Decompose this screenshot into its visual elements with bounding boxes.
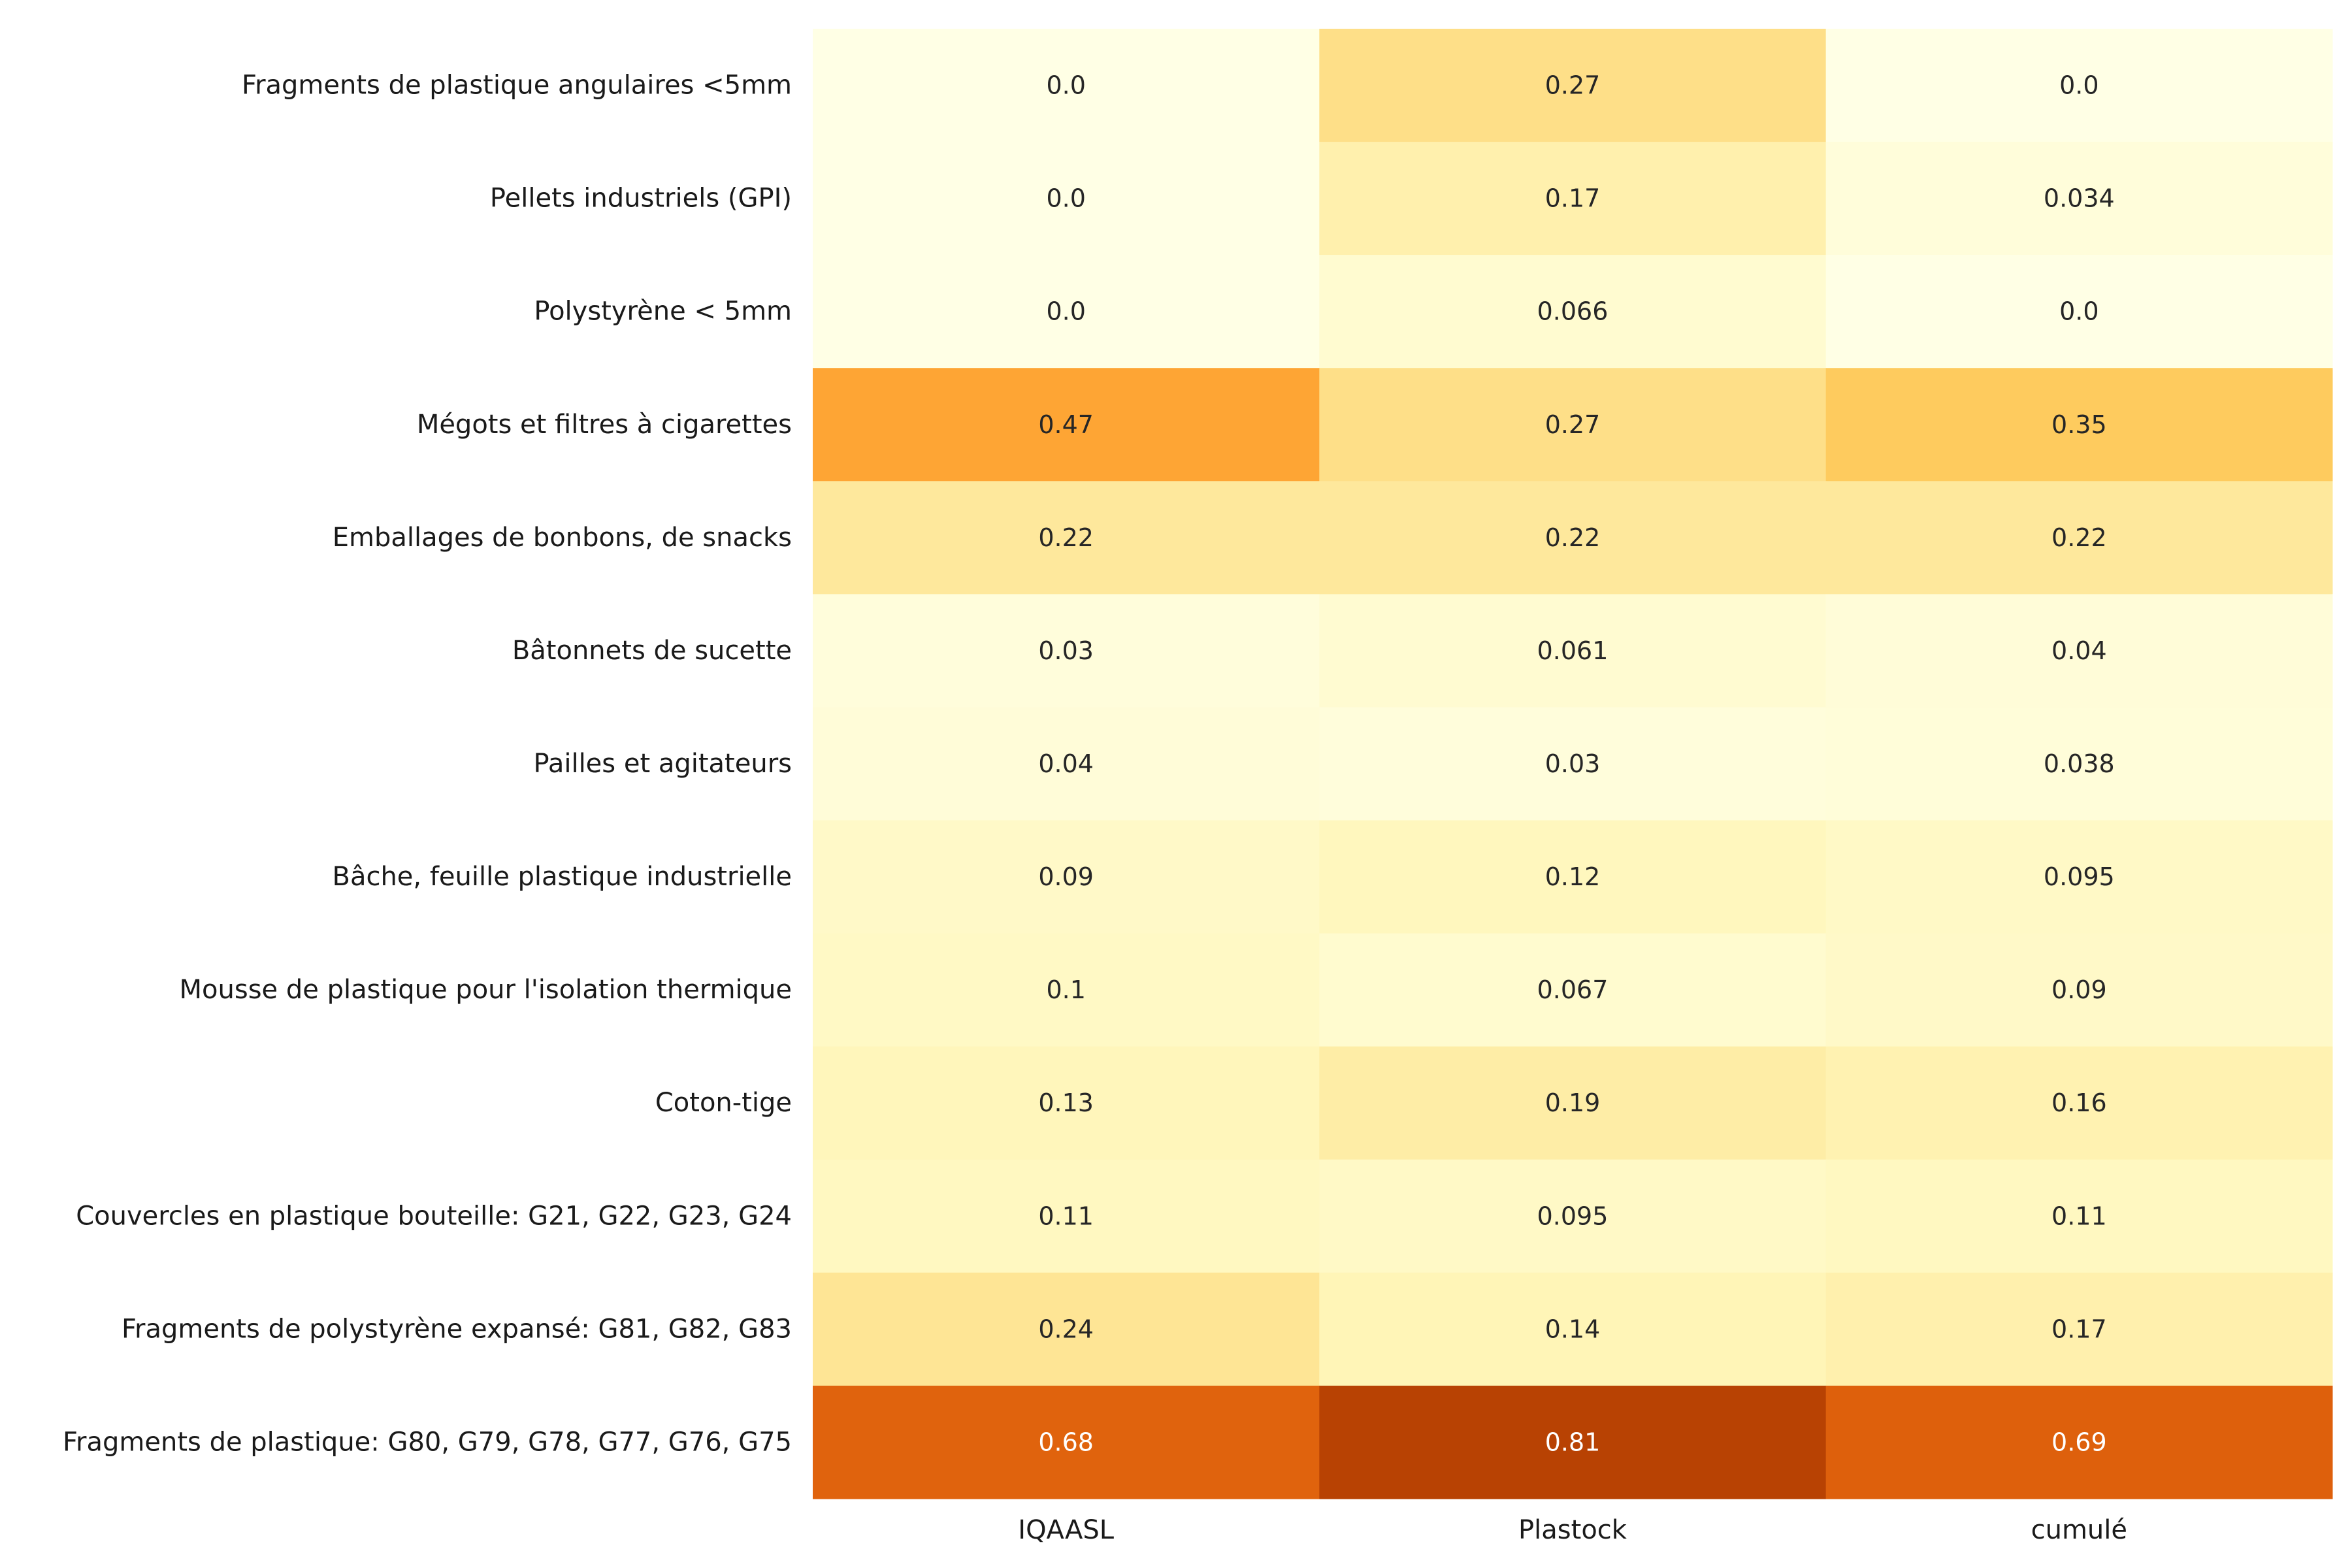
cell-value-label: 0.0 bbox=[2059, 71, 2099, 100]
cell-value-label: 0.22 bbox=[2051, 523, 2107, 552]
heatmap-cell bbox=[813, 594, 1320, 708]
row-tick-label: Fragments de polystyrène expansé: G81, G… bbox=[122, 1314, 792, 1344]
row-tick-label: Fragments de plastique: G80, G79, G78, G… bbox=[63, 1427, 792, 1457]
cell-value-label: 0.11 bbox=[1038, 1201, 1094, 1230]
row-tick-label: Polystyrène < 5mm bbox=[534, 297, 792, 327]
column-tick-label: cumulé bbox=[2031, 1515, 2127, 1545]
column-tick-label: IQAASL bbox=[1018, 1515, 1115, 1545]
cell-value-label: 0.22 bbox=[1545, 523, 1601, 552]
heatmap-cell bbox=[1319, 1046, 1827, 1160]
cell-value-label: 0.17 bbox=[1545, 184, 1601, 213]
cell-value-label: 0.13 bbox=[1038, 1088, 1094, 1117]
row-tick-label: Bâtonnets de sucette bbox=[512, 636, 792, 666]
heatmap-cell bbox=[1319, 481, 1827, 595]
heatmap-cell bbox=[813, 255, 1320, 368]
cell-value-label: 0.27 bbox=[1545, 71, 1601, 100]
heatmap-cell bbox=[1319, 1159, 1827, 1273]
heatmap-cell bbox=[1825, 29, 2333, 142]
cell-value-label: 0.47 bbox=[1038, 410, 1094, 439]
heatmap-cell bbox=[1319, 933, 1827, 1047]
heatmap-cells bbox=[813, 29, 2333, 1499]
cell-value-label: 0.24 bbox=[1038, 1315, 1094, 1343]
row-tick-label: Coton-tige bbox=[655, 1088, 792, 1118]
cell-value-label: 0.09 bbox=[2051, 975, 2107, 1004]
row-tick-label: Pailles et agitateurs bbox=[534, 749, 792, 779]
heatmap-cell bbox=[1825, 1272, 2333, 1386]
cell-value-label: 0.81 bbox=[1545, 1428, 1601, 1456]
cell-value-label: 0.27 bbox=[1545, 410, 1601, 439]
row-tick-label: Fragments de plastique angulaires <5mm bbox=[242, 71, 792, 101]
heatmap-cell bbox=[813, 933, 1320, 1047]
heatmap-cell bbox=[813, 1046, 1320, 1160]
heatmap-cell bbox=[813, 481, 1320, 595]
cell-value-label: 0.35 bbox=[2051, 410, 2107, 439]
heatmap-cell bbox=[1825, 820, 2333, 934]
cell-value-label: 0.0 bbox=[2059, 297, 2099, 326]
column-tick-label: Plastock bbox=[1518, 1515, 1627, 1545]
cell-value-label: 0.19 bbox=[1545, 1088, 1601, 1117]
cell-value-label: 0.067 bbox=[1537, 975, 1609, 1004]
heatmap-cell bbox=[1825, 1159, 2333, 1273]
heatmap-cell bbox=[1319, 1385, 1827, 1499]
cell-value-label: 0.04 bbox=[2051, 636, 2107, 665]
cell-value-label: 0.0 bbox=[1046, 71, 1085, 100]
heatmap-cell bbox=[1319, 368, 1827, 482]
cell-value-label: 0.095 bbox=[2044, 862, 2115, 891]
cell-value-label: 0.12 bbox=[1545, 862, 1601, 891]
heatmap-cell bbox=[813, 820, 1320, 934]
cell-value-label: 0.0 bbox=[1046, 297, 1085, 326]
heatmap-cell bbox=[1825, 142, 2333, 255]
column-labels: IQAASL Plastock cumulé bbox=[1018, 1515, 2127, 1545]
cell-value-label: 0.68 bbox=[1038, 1428, 1094, 1456]
heatmap-cell bbox=[1825, 933, 2333, 1047]
heatmap-cell bbox=[813, 142, 1320, 255]
heatmap-cell bbox=[1319, 1272, 1827, 1386]
cell-value-label: 0.066 bbox=[1537, 297, 1609, 326]
cell-value-label: 0.17 bbox=[2051, 1315, 2107, 1343]
heatmap-cell bbox=[813, 29, 1320, 142]
heatmap-cell bbox=[1319, 707, 1827, 821]
row-tick-label: Mégots et filtres à cigarettes bbox=[417, 410, 792, 440]
heatmap-cell bbox=[813, 368, 1320, 482]
heatmap-cell bbox=[1319, 594, 1827, 708]
heatmap-cell bbox=[1319, 820, 1827, 934]
cell-value-label: 0.03 bbox=[1545, 749, 1601, 778]
heatmap-cell bbox=[813, 1159, 1320, 1273]
row-tick-label: Pellets industriels (GPI) bbox=[490, 184, 792, 214]
cell-value-label: 0.04 bbox=[1038, 749, 1094, 778]
cell-value-label: 0.095 bbox=[1537, 1201, 1609, 1230]
heatmap-cell bbox=[1825, 707, 2333, 821]
cell-value-label: 0.034 bbox=[2044, 184, 2115, 213]
heatmap-cell bbox=[1319, 29, 1827, 142]
heatmap-cell bbox=[1319, 255, 1827, 368]
row-tick-label: Bâche, feuille plastique industrielle bbox=[333, 862, 792, 892]
cell-value-label: 0.09 bbox=[1038, 862, 1094, 891]
heatmap-cell bbox=[1825, 1385, 2333, 1499]
heatmap-cell-labels: 0.0 0.27 0.0 0.0 0.17 0.034 0.0 0.066 0.0 0.47 0.2… bbox=[1038, 71, 2114, 1457]
heatmap-cell bbox=[1825, 255, 2333, 368]
row-tick-label: Mousse de plastique pour l'isolation the… bbox=[180, 975, 792, 1005]
heatmap-cell bbox=[813, 1272, 1320, 1386]
heatmap-cell bbox=[813, 1385, 1320, 1499]
cell-value-label: 0.11 bbox=[2051, 1201, 2107, 1230]
heatmap-cell bbox=[1825, 481, 2333, 595]
cell-value-label: 0.22 bbox=[1038, 523, 1094, 552]
cell-value-label: 0.16 bbox=[2051, 1088, 2107, 1117]
cell-value-label: 0.14 bbox=[1545, 1315, 1601, 1343]
heatmap-cell bbox=[1825, 368, 2333, 482]
heatmap-cell bbox=[1319, 142, 1827, 255]
row-tick-label: Emballages de bonbons, de snacks bbox=[333, 523, 792, 553]
row-labels: Fragments de plastique angulaires <5mm Pe… bbox=[63, 71, 792, 1458]
cell-value-label: 0.061 bbox=[1537, 636, 1609, 665]
cell-value-label: 0.0 bbox=[1046, 184, 1085, 213]
row-tick-label: Couvercles en plastique bouteille: G21, … bbox=[76, 1201, 792, 1231]
cell-value-label: 0.03 bbox=[1038, 636, 1094, 665]
heatmap-cell bbox=[813, 707, 1320, 821]
heatmap-cell bbox=[1825, 1046, 2333, 1160]
cell-value-label: 0.69 bbox=[2051, 1428, 2107, 1456]
cell-value-label: 0.1 bbox=[1046, 975, 1085, 1004]
heatmap-cell bbox=[1825, 594, 2333, 708]
cell-value-label: 0.038 bbox=[2044, 749, 2115, 778]
